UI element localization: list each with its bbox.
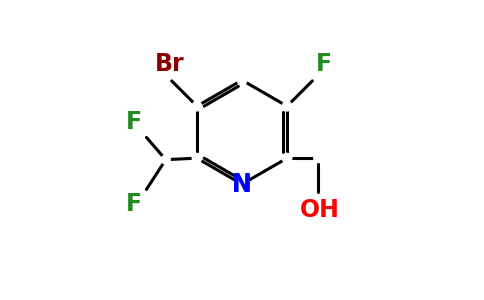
Circle shape [235,178,249,191]
Text: F: F [316,52,332,76]
Text: OH: OH [300,198,340,222]
Circle shape [282,101,292,111]
Circle shape [192,101,202,111]
Text: F: F [126,192,142,216]
Circle shape [314,154,323,163]
Circle shape [161,155,170,164]
Text: F: F [126,110,142,134]
Circle shape [282,153,292,163]
Text: N: N [232,173,252,197]
Text: Br: Br [154,52,184,76]
Circle shape [237,75,247,85]
Circle shape [192,153,202,163]
Text: N: N [232,172,252,196]
